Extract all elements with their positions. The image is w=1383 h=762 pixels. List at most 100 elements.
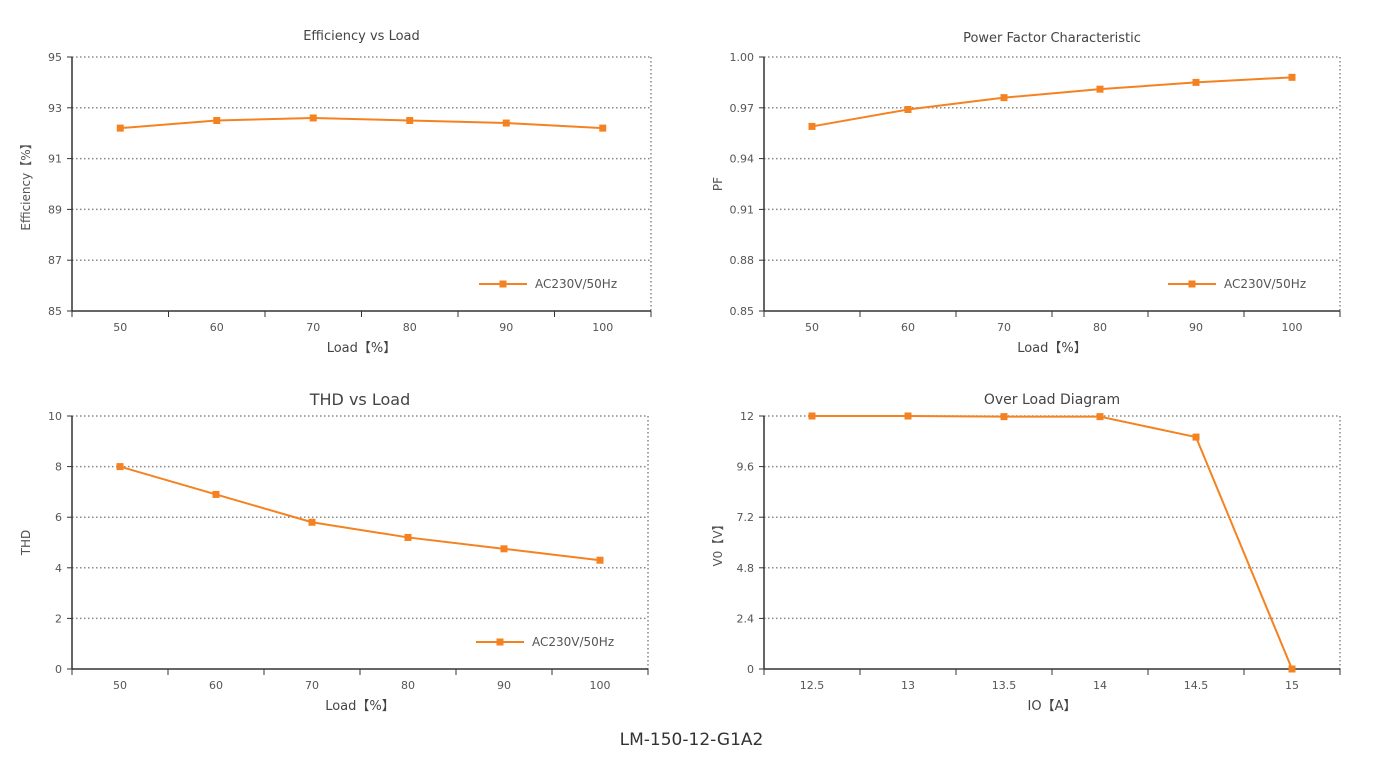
y-tick-label: 0: [747, 663, 754, 676]
x-tick-label: 13.5: [992, 679, 1017, 692]
x-tick-label: 60: [901, 321, 915, 334]
data-point: [1288, 665, 1296, 673]
data-point: [1192, 78, 1200, 86]
data-point: [500, 545, 508, 553]
x-tick-label: 14: [1093, 679, 1107, 692]
data-point: [1096, 85, 1104, 93]
y-tick-label: 91: [48, 153, 62, 166]
x-tick-label: 12.5: [800, 679, 825, 692]
data-point: [212, 490, 220, 498]
x-tick-label: 60: [210, 321, 224, 334]
series-line: [811, 76, 1293, 128]
data-point: [1192, 433, 1200, 441]
x-tick-label: 80: [1093, 321, 1107, 334]
x-tick-label: 70: [306, 321, 320, 334]
x-tick-label: 100: [590, 679, 611, 692]
y-tick-label: 2.4: [737, 612, 755, 625]
series-line: [120, 116, 603, 130]
y-tick-label: 4.8: [737, 562, 755, 575]
data-point: [308, 518, 316, 526]
y-tick-label: 8: [55, 461, 62, 474]
data-point: [404, 533, 412, 541]
y-tick-label: 0.91: [730, 203, 755, 216]
x-tick-label: 15: [1285, 679, 1299, 692]
chart-title: Power Factor Characteristic: [963, 31, 1141, 46]
y-axis-label: PF: [711, 177, 725, 191]
legend-marker: [496, 638, 504, 646]
series-line: [119, 465, 601, 562]
chart-panel-1: Efficiency vs Load 85 87 89 91 93 95 50 60 70 80 90…: [19, 29, 652, 356]
y-tick-label: 7.2: [737, 511, 755, 524]
y-axis-label: Efficiency【%】: [19, 137, 33, 230]
y-tick-label: 95: [48, 51, 62, 64]
x-tick-label: 100: [1282, 321, 1303, 334]
data-point: [116, 463, 124, 471]
x-axis-label: Load【%】: [325, 699, 395, 714]
y-tick-label: 10: [48, 410, 62, 423]
y-tick-label: 89: [48, 203, 62, 216]
legend-label: AC230V/50Hz: [535, 277, 617, 291]
chart-title: THD vs Load: [309, 390, 410, 409]
data-point: [904, 412, 912, 420]
data-point: [808, 412, 816, 420]
data-point: [808, 122, 816, 130]
x-tick-label: 80: [403, 321, 417, 334]
y-tick-label: 1.00: [730, 51, 755, 64]
x-tick-label: 100: [592, 321, 613, 334]
chart-panel-3: THD vs Load 0 2 4 6 8 10 50 60 70 80 90 100 Load【%】 TH…: [19, 390, 649, 714]
data-point: [1000, 94, 1008, 102]
x-tick-label: 50: [113, 321, 127, 334]
x-tick-label: 90: [1189, 321, 1203, 334]
legend-marker: [499, 280, 507, 288]
x-tick-label: 90: [499, 321, 513, 334]
series-line: [812, 415, 1293, 670]
y-tick-label: 85: [48, 305, 62, 318]
y-tick-label: 87: [48, 254, 62, 267]
data-point: [309, 114, 317, 122]
x-tick-label: 50: [805, 321, 819, 334]
data-point: [1288, 73, 1296, 81]
y-tick-label: 0: [55, 663, 62, 676]
data-point: [904, 105, 912, 113]
x-tick-label: 14.5: [1184, 679, 1209, 692]
data-point: [1000, 413, 1008, 421]
legend-marker: [1188, 280, 1196, 288]
chart-panel-4: Over Load Diagram 0 2.4 4.8 7.2 9.6 12 12.5 13 13…: [711, 392, 1341, 714]
y-tick-label: 0.85: [730, 305, 755, 318]
y-tick-label: 0.97: [730, 102, 755, 115]
model-caption: LM-150-12-G1A2: [619, 730, 764, 750]
y-tick-label: 12: [740, 410, 754, 423]
y-tick-label: 0.94: [730, 153, 755, 166]
x-tick-label: 90: [497, 679, 511, 692]
x-tick-label: 80: [401, 679, 415, 692]
y-tick-label: 4: [55, 562, 62, 575]
data-point: [1096, 413, 1104, 421]
legend-label: AC230V/50Hz: [532, 635, 614, 649]
x-axis-label: Load【%】: [1017, 341, 1087, 356]
x-tick-label: 70: [305, 679, 319, 692]
y-tick-label: 9.6: [737, 461, 755, 474]
y-tick-label: 6: [55, 511, 62, 524]
data-point: [502, 119, 510, 127]
x-tick-label: 70: [997, 321, 1011, 334]
data-point: [213, 117, 221, 124]
data-point: [116, 124, 124, 132]
x-tick-label: 60: [209, 679, 223, 692]
y-axis-label: V0【V】: [711, 518, 725, 566]
y-axis-label: THD: [19, 530, 33, 557]
data-point: [596, 556, 604, 564]
x-axis-label: IO【A】: [1028, 699, 1077, 714]
chart-title: Efficiency vs Load: [303, 29, 420, 44]
x-tick-label: 50: [113, 679, 127, 692]
data-point: [599, 124, 607, 132]
legend-label: AC230V/50Hz: [1224, 277, 1306, 291]
y-tick-label: 93: [48, 102, 62, 115]
y-tick-label: 0.88: [730, 254, 755, 267]
x-tick-label: 13: [901, 679, 915, 692]
chart-panel-2: Power Factor Characteristic 0.85 0.88 0.91 0…: [711, 31, 1341, 356]
x-axis-label: Load【%】: [327, 341, 397, 356]
chart-title: Over Load Diagram: [984, 392, 1120, 408]
data-point: [406, 117, 414, 124]
y-tick-label: 2: [55, 612, 62, 625]
